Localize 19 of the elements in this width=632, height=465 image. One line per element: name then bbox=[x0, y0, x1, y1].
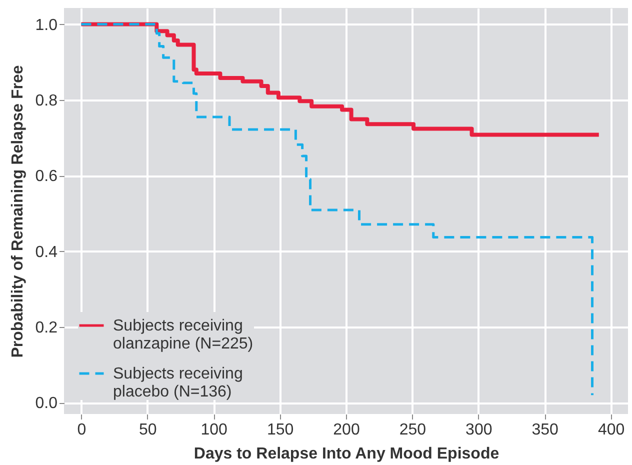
y-tick-label: 0.4 bbox=[35, 244, 58, 261]
y-tick-label: 0.2 bbox=[35, 319, 58, 336]
legend-label: Subjects receiving placebo (N=136) bbox=[113, 366, 243, 400]
x-tick-label: 100 bbox=[200, 422, 228, 438]
x-tick-label: 200 bbox=[333, 422, 360, 438]
x-tick-label: 50 bbox=[139, 422, 157, 438]
x-tick-label: 300 bbox=[466, 422, 492, 438]
x-tick-label: 150 bbox=[266, 422, 294, 438]
y-tick-label: 0.6 bbox=[35, 168, 58, 186]
x-tick-label: 400 bbox=[598, 422, 625, 438]
y-tick-label: 0.0 bbox=[35, 395, 58, 412]
y-tick-label: 1.0 bbox=[35, 16, 58, 34]
x-tick-label: 0 bbox=[77, 422, 86, 438]
x-axis-title: Days to Relapse Into Any Mood Episode bbox=[194, 446, 500, 462]
legend-label: Subjects receiving olanzapine (N=225) bbox=[113, 318, 254, 352]
y-tick-label: 0.8 bbox=[35, 92, 58, 110]
x-tick-label: 350 bbox=[532, 422, 559, 438]
y-axis-title: Probability of Remaining Relapse Free bbox=[9, 65, 26, 358]
x-tick-label: 250 bbox=[399, 422, 426, 438]
